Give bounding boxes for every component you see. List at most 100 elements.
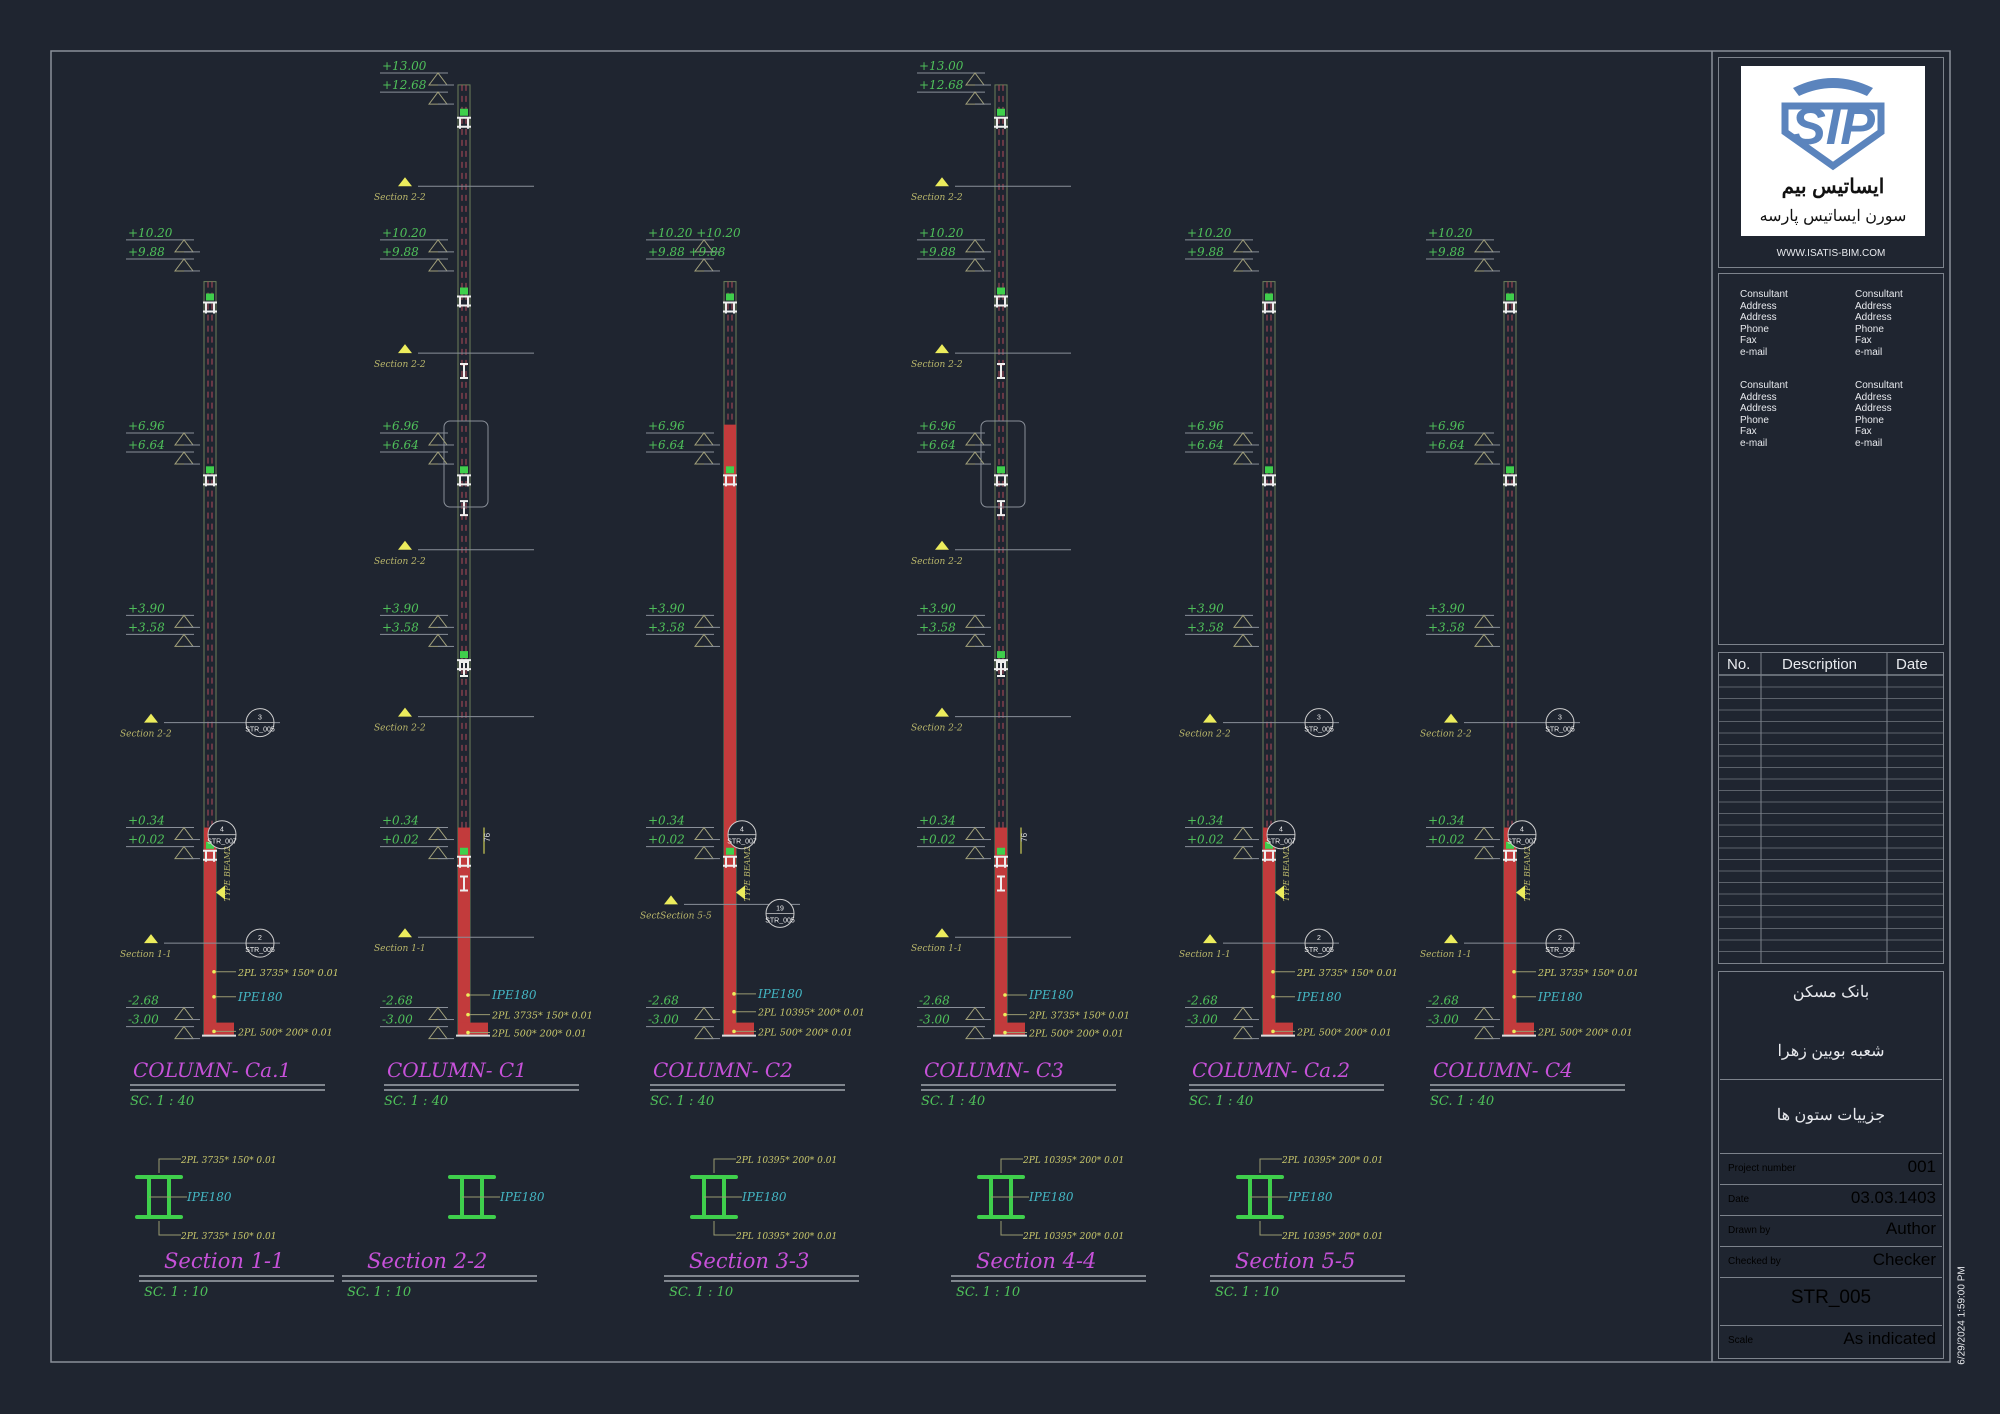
section-cut-label: Section 2-2 bbox=[911, 360, 963, 370]
level-marker-icon bbox=[1474, 633, 1494, 647]
section-cut-label: Section 2-2 bbox=[120, 730, 172, 740]
level-marker-icon bbox=[1474, 258, 1494, 272]
section-top-plate-note: 2PL 10395* 200* 0.01 bbox=[1281, 1156, 1383, 1166]
splice-plate-icon bbox=[1265, 466, 1273, 474]
splice-bolt-icon bbox=[994, 116, 1008, 129]
consultant-label: Consultant bbox=[1855, 289, 1903, 300]
column-title: COLUMN- C2 bbox=[653, 1058, 793, 1082]
beam-type-note: TYPE BEAM2 bbox=[743, 846, 752, 901]
section-cut-label: Section 1-1 bbox=[374, 944, 426, 954]
level-label: +0.02 bbox=[1187, 833, 1224, 847]
level-label: +9.88 +9.88 bbox=[648, 245, 726, 259]
level-label: +3.90 bbox=[648, 601, 685, 615]
column-reinforced-segment bbox=[458, 827, 470, 1035]
splice-plate-icon bbox=[460, 847, 468, 855]
level-label: +10.20 bbox=[128, 226, 173, 240]
note-arrow-icon bbox=[212, 1029, 216, 1034]
i-beam-symbol-icon bbox=[460, 500, 468, 517]
splice-plate-icon bbox=[460, 466, 468, 474]
callout-sheet-ref: STR_007 bbox=[1266, 839, 1296, 846]
level-marker-icon bbox=[1474, 1025, 1494, 1040]
level-label: +0.02 bbox=[919, 833, 956, 847]
section-cut-arrow-icon bbox=[935, 540, 949, 550]
plate-note: 2PL 10395* 200* 0.01 bbox=[757, 1008, 865, 1019]
column-scale: SC. 1 : 40 bbox=[1189, 1094, 1253, 1109]
company-logo: SIP ایساتیس بیم سورن ایساتیس پارسه bbox=[1741, 66, 1925, 236]
callout-sheet-ref: STR_005 bbox=[1545, 727, 1575, 734]
plate-note: 2PL 500* 200* 0.01 bbox=[1296, 1027, 1392, 1038]
section-cut-label: Section 2-2 bbox=[374, 193, 426, 203]
section-title: Section 2-2 bbox=[367, 1249, 487, 1273]
level-label: +6.96 bbox=[128, 419, 165, 433]
project-number-row: Project number 001 bbox=[1720, 1153, 1942, 1184]
level-marker-icon bbox=[1474, 845, 1494, 860]
level-label: +0.02 bbox=[382, 833, 419, 847]
splice-plate-icon bbox=[997, 466, 1005, 474]
section-top-plate-note: 2PL 10395* 200* 0.01 bbox=[735, 1156, 837, 1166]
i-beam-symbol-icon bbox=[460, 363, 468, 379]
profile-label: IPE180 bbox=[237, 990, 283, 1004]
level-label: +6.96 bbox=[1428, 419, 1465, 433]
splice-plate-icon bbox=[1506, 466, 1514, 474]
logo-persian-company: سورن ایساتیس پارسه bbox=[1759, 208, 1907, 225]
splice-bolt-icon bbox=[1503, 301, 1517, 314]
plate-note: 2PL 3735* 150* 0.01 bbox=[237, 968, 339, 979]
i-beam-symbol-icon bbox=[460, 875, 468, 892]
column-elevation-3: +13.00 +12.68 +10.20 +9.88 +6.96 +6.64 +3.90 +3… bbox=[911, 59, 1130, 1109]
callout-sheet-ref: STR_007 bbox=[207, 839, 237, 846]
level-marker-icon bbox=[965, 826, 985, 841]
splice-plate-icon bbox=[1265, 841, 1273, 849]
callout-sheet-ref: STR_005 bbox=[765, 917, 795, 924]
section-cut-label: Section 1-1 bbox=[1179, 950, 1231, 960]
title-underline bbox=[130, 1084, 325, 1091]
level-marker-icon bbox=[174, 451, 194, 465]
splice-bolt-icon bbox=[457, 295, 471, 308]
section-cut-arrow-icon bbox=[144, 934, 158, 944]
callout-number: 4 bbox=[740, 827, 744, 834]
address-label: Address bbox=[1855, 300, 1892, 312]
level-label: +3.90 bbox=[1187, 601, 1224, 615]
level-label: +3.90 bbox=[382, 601, 419, 615]
section-title: Section 4-4 bbox=[976, 1249, 1096, 1273]
level-marker-icon bbox=[694, 614, 714, 628]
section-cut-arrow-icon bbox=[398, 344, 412, 354]
level-label: +6.96 bbox=[648, 419, 685, 433]
level-label: +3.58 bbox=[382, 620, 419, 634]
column-scale: SC. 1 : 40 bbox=[921, 1094, 985, 1109]
beam-marker-icon bbox=[736, 885, 745, 900]
splice-plate-icon bbox=[460, 287, 468, 295]
note-arrow-icon bbox=[466, 993, 470, 997]
column-title: COLUMN- Ca.2 bbox=[1192, 1058, 1350, 1082]
section-cut-arrow-icon bbox=[398, 707, 412, 717]
level-marker-icon bbox=[428, 72, 448, 86]
level-label: -3.00 bbox=[648, 1013, 679, 1027]
section-cut-arrow-icon bbox=[935, 928, 949, 938]
level-label: +9.88 bbox=[1187, 245, 1224, 259]
level-marker-icon bbox=[1233, 633, 1253, 647]
section-cut-label: Section 2-2 bbox=[911, 557, 963, 567]
column-scale: SC. 1 : 40 bbox=[130, 1094, 194, 1109]
splice-plate-icon bbox=[460, 651, 468, 659]
splice-bolt-icon bbox=[457, 116, 471, 129]
fax-label: Fax bbox=[1855, 426, 1872, 437]
level-marker-icon bbox=[694, 432, 714, 446]
level-label: -2.68 bbox=[382, 994, 413, 1008]
beam-type-note: TYPE BEAM2 bbox=[223, 846, 232, 901]
consultants-box bbox=[1718, 273, 1944, 645]
base-plate bbox=[1263, 1022, 1293, 1035]
section-cut-arrow-icon bbox=[935, 177, 949, 187]
website-text[interactable]: WWW.ISATIS-BIM.COM bbox=[1776, 248, 1886, 259]
title-underline bbox=[664, 1275, 859, 1282]
splice-bolt-icon bbox=[723, 301, 737, 314]
client-name: بانک مسکن bbox=[1792, 984, 1870, 1001]
section-cut-arrow-icon bbox=[1203, 713, 1217, 723]
level-marker-icon bbox=[965, 614, 985, 628]
level-label: -3.00 bbox=[1187, 1013, 1218, 1027]
level-label: +9.88 bbox=[1428, 245, 1465, 259]
splice-plate-icon bbox=[206, 841, 214, 849]
drawn-by-row: Drawn by Author bbox=[1720, 1215, 1942, 1246]
section-cut-arrow-icon bbox=[398, 928, 412, 938]
drawing-frame bbox=[50, 50, 1951, 1363]
splice-bolt-icon bbox=[457, 474, 471, 487]
level-marker-icon bbox=[174, 1006, 194, 1021]
